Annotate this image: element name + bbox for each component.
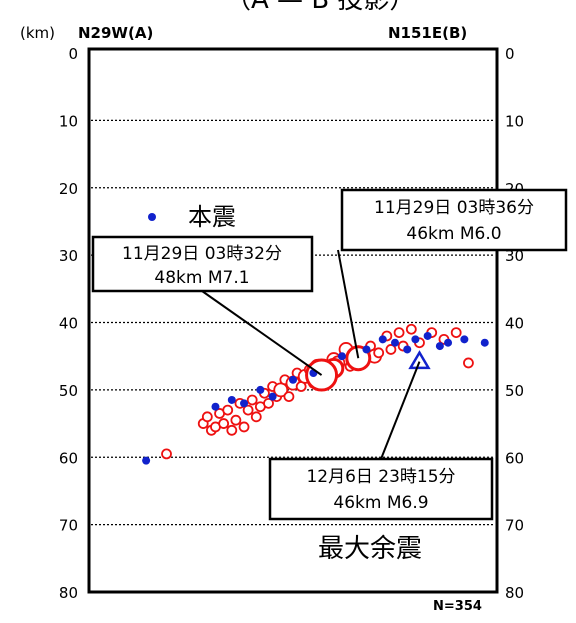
aftershock-point [230, 414, 242, 426]
largest-aftershock-series [408, 350, 431, 370]
mainshock-point [435, 342, 444, 351]
mainshock-point [227, 395, 236, 404]
mainshock-series [142, 331, 489, 465]
mainshock-point [411, 335, 420, 344]
mainshock-point [378, 335, 387, 344]
aftershock-point [250, 411, 262, 423]
y-tick-label-left: 80 [59, 584, 78, 602]
y-tick-label-right: 70 [505, 517, 524, 535]
aftershock-point [463, 357, 474, 369]
mainshock-point [460, 335, 469, 344]
largest-aftershock-point [408, 350, 431, 370]
event-count-label: N=354 [433, 599, 482, 614]
y-tick-label-left: 50 [59, 382, 78, 400]
aftershock-point [161, 448, 172, 460]
aftershock-point [385, 344, 397, 355]
mainshock-point [362, 345, 371, 354]
y-tick-label-left: 40 [59, 315, 78, 333]
mainshock-point [391, 338, 399, 347]
annotation-box-1: 11月29日 03時32分 48km M7.1 [91, 235, 314, 293]
left-y-axis: 0 10 20 30 40 50 60 70 80 [59, 45, 78, 602]
y-tick-label-left: 70 [59, 517, 78, 535]
annotation-1-info: 48km M7.1 [154, 268, 249, 288]
mainshock-point [256, 385, 265, 394]
y-tick-label-left: 10 [59, 112, 78, 130]
annotation-leader-lines [201, 249, 421, 460]
y-tick-label-left: 20 [59, 180, 78, 198]
annotation-3-info: 46km M6.9 [333, 493, 428, 513]
mainshock-point [444, 338, 453, 347]
chart-title-fragment: （A — B 投影） [225, 0, 415, 15]
largest-aftershock-label: 最大余震 [318, 534, 422, 564]
aftershock-point [450, 327, 462, 339]
mainshock-point [480, 338, 489, 347]
mainshock-point [403, 345, 412, 354]
unit-label: (km) [20, 24, 55, 42]
annotation-leader-line [380, 361, 421, 460]
aftershock-point [242, 404, 254, 416]
annotation-2-info: 46km M6.0 [406, 224, 501, 244]
aftershock-point [405, 323, 417, 335]
annotation-leader-line [337, 249, 360, 359]
aftershock-point [373, 347, 385, 359]
y-tick-label-left: 30 [59, 247, 78, 265]
aftershock-point [201, 411, 213, 423]
annotation-leader-line [201, 290, 323, 376]
annotation-box-2: 11月29日 03時36分 46km M6.0 [340, 188, 568, 252]
aftershock-point [246, 394, 258, 406]
mainshock-point [240, 399, 249, 408]
legend-marker [148, 213, 156, 221]
left-end-label: N29W(A) [78, 24, 153, 42]
y-tick-label-right: 80 [505, 584, 524, 602]
aftershock-point [222, 404, 234, 416]
y-tick-label-right: 60 [505, 449, 524, 467]
y-tick-label-right: 40 [505, 315, 524, 333]
mainshock-point [337, 352, 346, 361]
mainshock-point [268, 392, 277, 401]
mainshock-point [211, 402, 220, 411]
mainshock-point [142, 456, 151, 465]
y-tick-label-left: 60 [59, 449, 78, 467]
y-tick-label-right: 10 [505, 112, 524, 130]
aftershock-point [238, 421, 250, 433]
aftershock-point [263, 397, 274, 409]
annotation-1-date: 11月29日 03時32分 [122, 244, 282, 264]
annotation-3-date: 12月6日 23時15分 [306, 467, 455, 487]
y-tick-label-right: 0 [505, 45, 515, 63]
aftershock-point [393, 327, 405, 339]
aftershock-point [218, 418, 230, 429]
aftershock-point [273, 382, 289, 398]
y-tick-label-right: 50 [505, 382, 524, 400]
aftershock-point [283, 391, 295, 403]
right-end-label: N151E(B) [388, 24, 467, 42]
mainshock-point [423, 331, 432, 340]
aftershock-point [226, 424, 238, 436]
mainshock-point [289, 375, 297, 384]
y-tick-label-right: 30 [505, 247, 524, 265]
annotation-box-3: 12月6日 23時15分 46km M6.9 [268, 457, 494, 521]
annotation-2-date: 11月29日 03時36分 [374, 198, 534, 218]
legend-label: 本震 [188, 203, 236, 231]
y-tick-label-left: 0 [68, 45, 78, 63]
